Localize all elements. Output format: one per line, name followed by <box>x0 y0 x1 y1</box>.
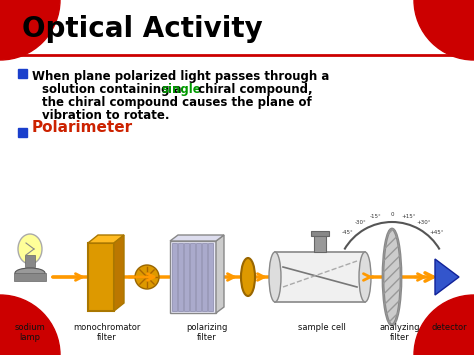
Bar <box>172 243 177 311</box>
Text: -15°: -15° <box>370 214 382 219</box>
Text: -45°: -45° <box>342 230 353 235</box>
Text: Optical Activity: Optical Activity <box>22 15 263 43</box>
Bar <box>184 243 189 311</box>
Text: detector: detector <box>431 323 467 332</box>
Text: 0: 0 <box>390 212 394 217</box>
Text: monochromator
filter: monochromator filter <box>73 323 141 343</box>
Bar <box>202 243 207 311</box>
Ellipse shape <box>15 268 45 278</box>
Bar <box>25 255 35 267</box>
Circle shape <box>414 0 474 60</box>
Text: sample cell: sample cell <box>298 323 346 332</box>
Text: solution containing a: solution containing a <box>42 83 186 96</box>
Ellipse shape <box>241 258 255 296</box>
Circle shape <box>414 295 474 355</box>
Bar <box>311 231 329 236</box>
Bar <box>88 243 114 311</box>
Text: sodium
lamp: sodium lamp <box>15 323 46 343</box>
Bar <box>18 128 27 137</box>
Text: chiral compound,: chiral compound, <box>194 83 313 96</box>
Bar <box>314 234 326 252</box>
Bar <box>170 241 216 313</box>
Ellipse shape <box>269 252 281 302</box>
Text: analyzing
filter: analyzing filter <box>380 323 420 343</box>
Polygon shape <box>114 235 124 311</box>
Bar <box>275 252 365 302</box>
Bar <box>18 69 27 78</box>
Bar <box>14 273 46 281</box>
Bar <box>190 243 195 311</box>
Text: +45°: +45° <box>429 230 444 235</box>
Ellipse shape <box>18 234 42 264</box>
Bar <box>208 243 213 311</box>
Text: polarizing
filter: polarizing filter <box>186 323 228 343</box>
Polygon shape <box>435 259 459 295</box>
Text: -30°: -30° <box>355 220 366 225</box>
Text: When plane polarized light passes through a: When plane polarized light passes throug… <box>32 70 329 83</box>
Text: Polarimeter: Polarimeter <box>32 120 133 135</box>
Text: vibration to rotate.: vibration to rotate. <box>42 109 170 122</box>
Circle shape <box>0 295 60 355</box>
Circle shape <box>135 265 159 289</box>
Circle shape <box>0 0 60 60</box>
Text: the chiral compound causes the plane of: the chiral compound causes the plane of <box>42 96 312 109</box>
Bar <box>196 243 201 311</box>
Ellipse shape <box>383 229 401 325</box>
Text: single: single <box>161 83 201 96</box>
Polygon shape <box>216 235 224 313</box>
Bar <box>178 243 183 311</box>
Polygon shape <box>88 235 124 243</box>
Text: +30°: +30° <box>416 220 431 225</box>
Ellipse shape <box>359 252 371 302</box>
Text: +15°: +15° <box>401 214 416 219</box>
Polygon shape <box>170 235 224 241</box>
